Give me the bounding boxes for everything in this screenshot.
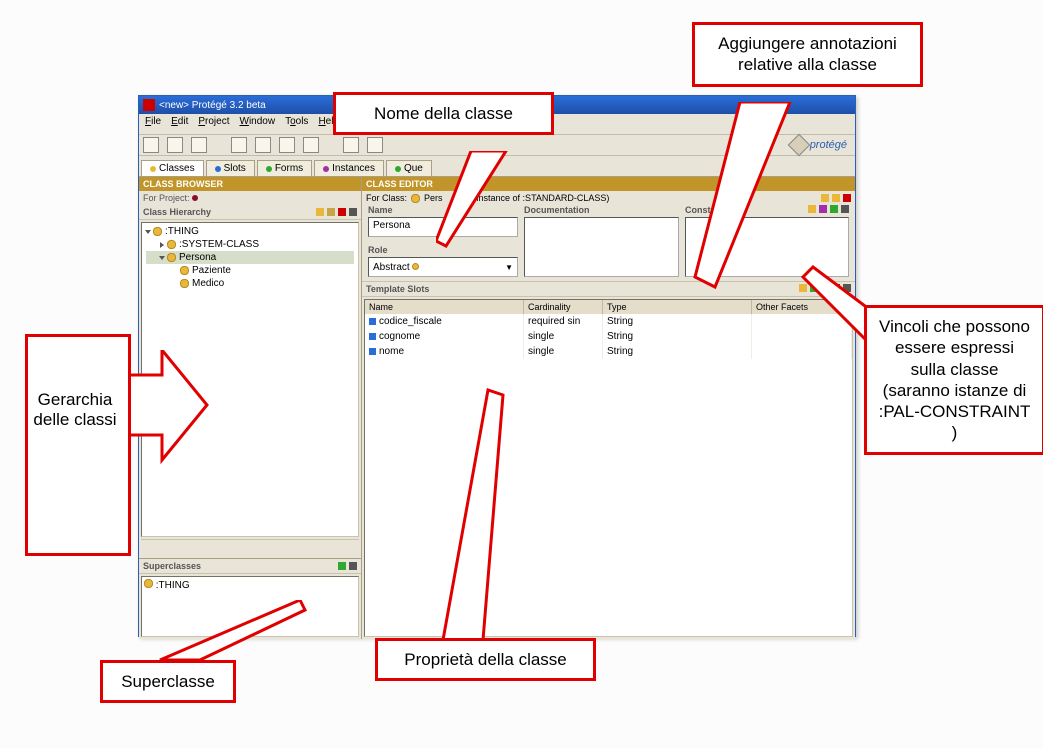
gerarchia-arrow <box>122 350 212 470</box>
callout-nome: Nome della classe <box>333 92 554 135</box>
callout-gerarchia-box <box>25 334 131 556</box>
tab-classes-label: Classes <box>159 163 195 174</box>
super-icon-2[interactable] <box>349 562 357 570</box>
tree-system[interactable]: :SYSTEM-CLASS <box>146 238 354 251</box>
menu-window[interactable]: Window <box>239 116 275 132</box>
hier-icon-2[interactable] <box>327 208 335 216</box>
callout-annot-tail <box>690 102 810 292</box>
th-name[interactable]: Name <box>365 300 524 314</box>
window-title: <new> Protégé 3.2 beta <box>159 100 266 111</box>
menu-edit[interactable]: Edit <box>171 116 188 132</box>
con-icon-3[interactable] <box>830 205 838 213</box>
doc-label: Documentation <box>524 205 679 215</box>
project-label: For Project: <box>139 191 361 205</box>
callout-super: Superclasse <box>100 660 236 703</box>
hier-icon-1[interactable] <box>316 208 324 216</box>
doc-box[interactable] <box>524 217 679 277</box>
open-icon[interactable] <box>167 137 183 153</box>
ed-icon-1[interactable] <box>821 194 829 202</box>
tab-que[interactable]: Que <box>386 160 432 176</box>
ed-icon-3[interactable] <box>843 194 851 202</box>
th-type[interactable]: Type <box>603 300 752 314</box>
th-card[interactable]: Cardinality <box>524 300 603 314</box>
cut-icon[interactable] <box>231 137 247 153</box>
undo-icon[interactable] <box>343 137 359 153</box>
callout-nome-tail <box>436 151 510 251</box>
callout-annot: Aggiungere annotazioni relative alla cla… <box>692 22 923 87</box>
tab-slots[interactable]: Slots <box>206 160 255 176</box>
paste-icon[interactable] <box>279 137 295 153</box>
tab-slots-label: Slots <box>224 163 246 174</box>
table-row[interactable]: cognome single String <box>365 329 852 344</box>
tab-que-label: Que <box>404 163 423 174</box>
hier-icon-3[interactable] <box>338 208 346 216</box>
tab-instances[interactable]: Instances <box>314 160 384 176</box>
con-icon-4[interactable] <box>841 205 849 213</box>
tree-persona[interactable]: Persona <box>146 251 354 264</box>
table-row[interactable]: nome single String <box>365 344 852 359</box>
tab-forms[interactable]: Forms <box>257 160 312 176</box>
redo-icon[interactable] <box>367 137 383 153</box>
tab-classes[interactable]: Classes <box>141 160 204 176</box>
save-icon[interactable] <box>191 137 207 153</box>
menu-project[interactable]: Project <box>198 116 229 132</box>
archive-icon[interactable] <box>303 137 319 153</box>
con-icon-2[interactable] <box>819 205 827 213</box>
table-row[interactable]: codice_fiscale required sin String <box>365 314 852 329</box>
hier-icon-4[interactable] <box>349 208 357 216</box>
superclass-label: Superclasses <box>139 559 361 574</box>
callout-proprieta-tail <box>418 385 508 645</box>
ed-icon-2[interactable] <box>832 194 840 202</box>
logo-text: protégé <box>810 139 847 151</box>
menu-tools[interactable]: Tools <box>285 116 308 132</box>
tree-paziente[interactable]: Paziente <box>146 264 354 277</box>
callout-vincoli: Vincoli che possono essere espressi sull… <box>864 305 1043 455</box>
callout-proprieta: Proprietà della classe <box>375 638 596 681</box>
tree-root[interactable]: :THING <box>146 225 354 238</box>
hierarchy-label: Class Hierarchy <box>139 205 361 220</box>
super-icon-1[interactable] <box>338 562 346 570</box>
class-browser-header: CLASS BROWSER <box>139 177 361 191</box>
new-icon[interactable] <box>143 137 159 153</box>
app-icon <box>143 99 155 111</box>
tab-forms-label: Forms <box>275 163 303 174</box>
tree-medico[interactable]: Medico <box>146 277 354 290</box>
role-select[interactable]: Abstract ▼ <box>368 257 518 277</box>
table-head: Name Cardinality Type Other Facets <box>365 300 852 314</box>
copy-icon[interactable] <box>255 137 271 153</box>
callout-gerarchia: Gerarchia delle classi <box>29 390 121 430</box>
menu-file[interactable]: File <box>145 116 161 132</box>
tab-instances-label: Instances <box>332 163 375 174</box>
